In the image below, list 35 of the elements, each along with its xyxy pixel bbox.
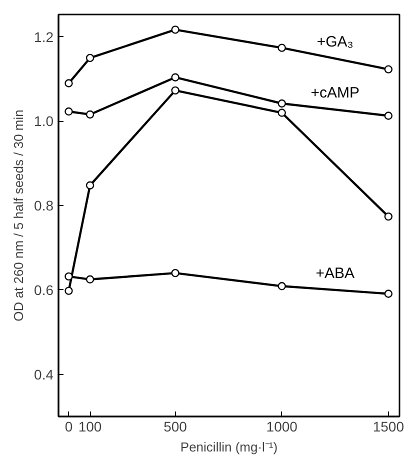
point	[278, 282, 286, 290]
point	[64, 79, 73, 88]
series-label: +cAMP	[310, 84, 360, 102]
x-tick-label: 1000	[266, 418, 298, 434]
point	[384, 212, 393, 221]
point	[86, 181, 94, 190]
point	[64, 107, 73, 116]
point	[171, 268, 180, 278]
x-tick-label: 500	[164, 418, 188, 434]
point	[86, 110, 94, 119]
y-tick-label: 0.4	[34, 366, 54, 382]
point	[171, 26, 180, 34]
x-tick-label: 0	[64, 418, 73, 434]
x-tick-label: 1500	[372, 418, 404, 434]
point	[384, 65, 393, 74]
point	[64, 286, 73, 295]
y-tick-label: 0.6	[34, 282, 54, 298]
x-axis-title: Penicillin (mg·l⁻¹)	[180, 440, 278, 454]
y-tick-label: 0.8	[34, 198, 54, 214]
point	[86, 54, 94, 62]
y-axis-title: OD at 260 nm / 5 half seeds / 30 min	[11, 110, 26, 322]
x-tick-label: 100	[78, 418, 102, 434]
point	[171, 86, 180, 95]
y-tick-label: 1.2	[34, 28, 54, 45]
point	[64, 272, 73, 281]
point	[384, 112, 393, 120]
point	[278, 44, 286, 52]
series-label: +ABA	[316, 264, 355, 282]
point	[86, 275, 94, 284]
series-label: +GA₃	[316, 34, 354, 51]
point	[278, 108, 286, 117]
point	[278, 99, 286, 108]
point	[384, 290, 393, 298]
point	[171, 73, 180, 82]
y-tick-label: 1.0	[34, 113, 54, 130]
